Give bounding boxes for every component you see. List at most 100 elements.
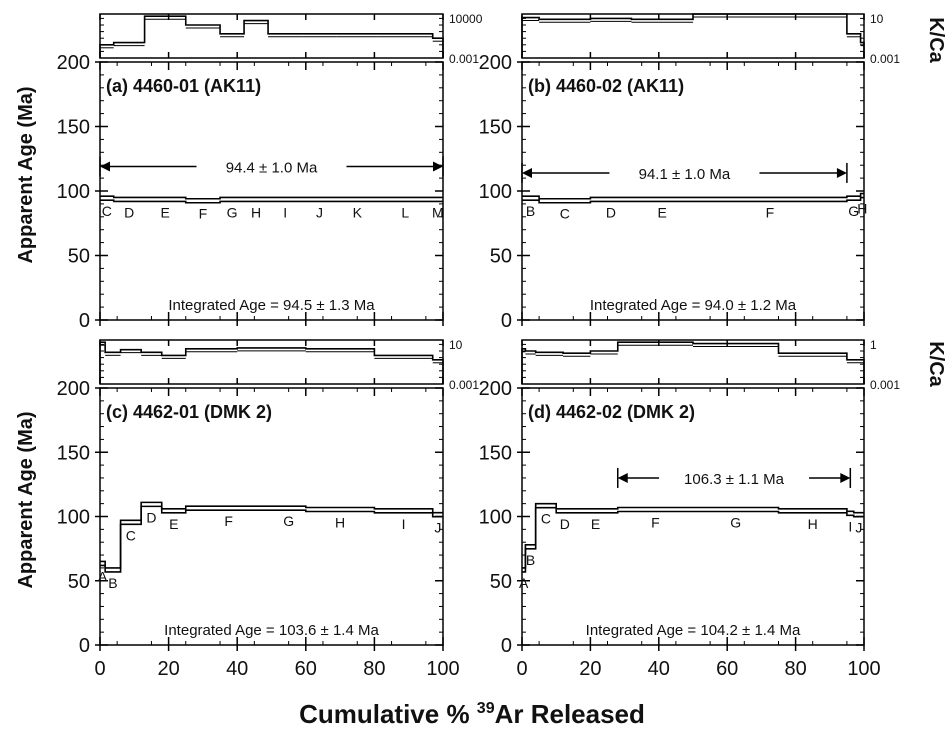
- step-label: B: [526, 203, 535, 219]
- step-label: K: [353, 204, 363, 220]
- step-label: F: [224, 513, 233, 529]
- step-label: G: [227, 204, 238, 220]
- y-tick-label: 0: [79, 635, 90, 657]
- step-label: A: [519, 575, 529, 591]
- y-tick-label: 150: [57, 442, 90, 464]
- x-tick-label: 60: [295, 658, 317, 680]
- y-tick-label: 50: [68, 571, 90, 593]
- step-label: B: [108, 575, 117, 591]
- x-tick-label: 0: [94, 658, 105, 680]
- kca-frame: [99, 339, 444, 385]
- panel-title: (b) 4460-02 (AK11): [528, 76, 684, 96]
- step-label: J: [316, 204, 323, 220]
- step-label: G: [283, 513, 294, 529]
- panel-title: (a) 4460-01 (AK11): [106, 76, 261, 96]
- step-label: E: [658, 204, 667, 220]
- y-axis-label-bottom: Apparent Age (Ma): [15, 411, 37, 588]
- step-label: I: [283, 204, 287, 220]
- y-tick-label: 0: [501, 310, 512, 332]
- step-label: H: [251, 204, 261, 220]
- panel-d: 0 20 40 60 80 100 0 50 100 150 200 1 0.001 AB C D E F G H I J…: [479, 338, 901, 680]
- step-label: E: [169, 516, 178, 532]
- plateau-arrowhead-left: [617, 472, 628, 483]
- step-label: F: [651, 515, 660, 531]
- x-tick-label: 20: [157, 658, 179, 680]
- y-tick-label: 100: [479, 507, 512, 529]
- age-spectrum-bottom: [522, 196, 864, 204]
- plateau-arrowhead-right: [433, 161, 443, 172]
- panel-a: 0 50 100 150 200 10000 0.001 C D E F G H I J K L M 94.4 ± …: [57, 12, 483, 332]
- kca-tick-label-top: 10: [449, 338, 463, 352]
- x-axis-label: Cumulative % 39Ar Released: [299, 699, 645, 729]
- step-label: F: [766, 204, 775, 220]
- kca-spectrum: [99, 341, 444, 384]
- y-tick-label: 200: [479, 378, 512, 400]
- plateau-arrowhead-right: [840, 472, 851, 483]
- x-tick-label: 20: [579, 658, 601, 680]
- integrated-age-label: Integrated Age = 94.0 ± 1.2 Ma: [590, 297, 797, 314]
- integrated-age-label: Integrated Age = 94.5 ± 1.3 Ma: [168, 297, 375, 314]
- y-tick-label: 0: [501, 635, 512, 657]
- kca-tick-label-top: 1: [870, 338, 877, 352]
- step-label: M: [432, 204, 444, 220]
- age-spectrum-bottom: [100, 199, 443, 204]
- step-label: H: [808, 516, 818, 532]
- step-label: E: [591, 516, 600, 532]
- kca-label-bottom: K/Ca: [925, 341, 946, 387]
- x-tick-label: 60: [716, 658, 738, 680]
- step-label: B: [526, 552, 535, 568]
- step-label: C: [541, 511, 551, 527]
- panel-c: 0 20 40 60 80 100 0 50 100 150 200 10 0.001 A B CD E F G H I…: [57, 338, 480, 680]
- x-tick-label: 100: [847, 658, 880, 680]
- y-tick-label: 150: [57, 117, 90, 139]
- kca-tick-label-bottom: 0.001: [870, 52, 900, 66]
- y-tick-label: 200: [57, 52, 90, 74]
- step-label: C: [560, 206, 570, 222]
- kca-label-top: K/Ca: [925, 17, 946, 63]
- kca-tick-label-top: 10000: [449, 12, 483, 26]
- step-label: D: [560, 516, 570, 532]
- kca-tick-label-top: 10: [870, 12, 884, 26]
- step-label: D: [124, 204, 134, 220]
- y-tick-label: 200: [479, 52, 512, 74]
- y-axis-label-top: Apparent Age (Ma): [15, 86, 37, 263]
- plateau-arrowhead-left: [522, 167, 532, 178]
- step-label: C: [126, 527, 136, 543]
- x-tick-label: 40: [226, 658, 248, 680]
- x-tick-label: 100: [426, 658, 459, 680]
- y-tick-label: 150: [479, 117, 512, 139]
- kca-spectrum: [521, 13, 865, 58]
- step-label: L: [401, 204, 409, 220]
- step-label: F: [199, 206, 208, 222]
- step-label: I: [402, 516, 406, 532]
- age-spectrum-bottom: [522, 506, 864, 573]
- y-tick-label: 150: [479, 442, 512, 464]
- y-tick-label: 200: [57, 378, 90, 400]
- plateau-arrowhead-left: [100, 161, 110, 172]
- x-tick-label: 80: [363, 658, 385, 680]
- y-tick-label: 0: [79, 310, 90, 332]
- kca-spectrum: [521, 341, 865, 384]
- step-label: J: [434, 520, 441, 536]
- kca-frame: [521, 13, 865, 59]
- step-label: H: [335, 515, 345, 531]
- integrated-age-label: Integrated Age = 103.6 ± 1.4 Ma: [164, 622, 379, 639]
- x-tick-label: 80: [784, 658, 806, 680]
- step-label: D: [146, 509, 156, 525]
- y-tick-label: 50: [490, 246, 512, 268]
- plateau-age-label: 94.4 ± 1.0 Ma: [226, 159, 318, 176]
- kca-tick-label-bottom: 0.001: [449, 378, 479, 392]
- age-spectrum-top: [522, 502, 864, 569]
- age-frame: [521, 61, 865, 321]
- age-spectrum-top: [100, 195, 443, 200]
- kca-tick-label-bottom: 0.001: [870, 378, 900, 392]
- step-label: E: [160, 204, 169, 220]
- kca-frame: [99, 13, 444, 59]
- age-spectrum-bottom: [100, 505, 443, 573]
- step-label: G: [730, 515, 741, 531]
- y-tick-label: 50: [68, 246, 90, 268]
- step-label: A: [98, 568, 108, 584]
- panel-b: 0 50 100 150 200 10 0.001 B C D E F GH 94.1 ± 1.0 Ma (…: [479, 12, 901, 332]
- y-tick-label: 100: [57, 181, 90, 203]
